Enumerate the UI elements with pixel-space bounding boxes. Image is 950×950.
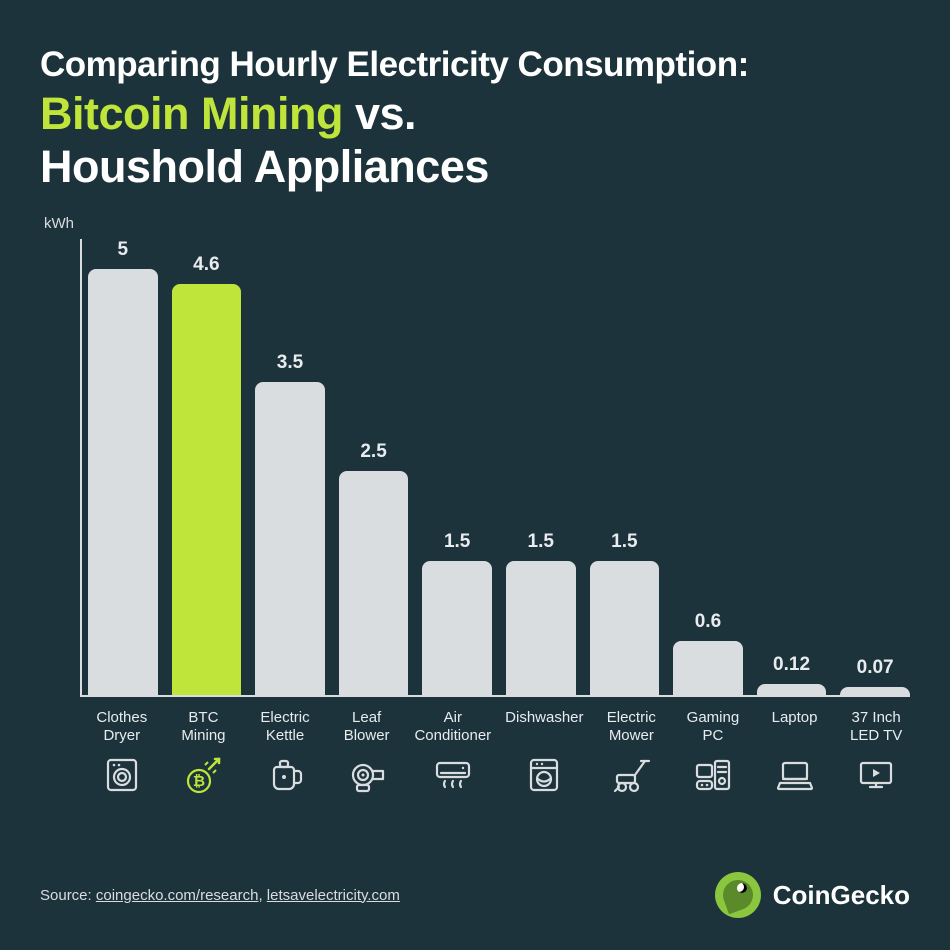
bar — [422, 561, 492, 695]
bar — [757, 684, 827, 695]
bar-value-label: 0.12 — [773, 654, 810, 676]
category-label: Electric Mower — [607, 709, 656, 747]
bar — [506, 561, 576, 695]
blower-icon — [345, 753, 389, 797]
title-vs: vs. — [343, 88, 416, 139]
bar — [673, 641, 743, 695]
bar-chart: kWh 54.63.52.51.51.51.50.60.120.07 Cloth… — [40, 219, 910, 819]
bar-column: 3.5 — [255, 239, 325, 695]
bar — [255, 382, 325, 695]
source-separator: , — [258, 887, 266, 904]
brand-name: CoinGecko — [773, 880, 910, 911]
category-label: Air Conditioner — [414, 709, 491, 747]
bar-value-label: 0.07 — [857, 657, 894, 679]
category-label: 37 Inch LED TV — [850, 709, 902, 747]
category-label: Laptop — [772, 709, 818, 747]
category-column: Electric Mower — [598, 703, 666, 819]
bar-value-label: 1.5 — [444, 531, 470, 553]
y-axis-unit: kWh — [44, 215, 74, 232]
source-attribution: Source: coingecko.com/research, letsavel… — [40, 887, 400, 904]
category-label: Dishwasher — [505, 709, 583, 747]
gamingpc-icon — [691, 753, 735, 797]
bar — [339, 471, 409, 695]
bar-column: 0.12 — [757, 239, 827, 695]
bar-value-label: 0.6 — [695, 611, 721, 633]
svg-text:₿: ₿ — [193, 773, 205, 790]
btc-icon: ₿ — [181, 753, 225, 797]
category-label: BTC Mining — [181, 709, 225, 747]
ac-icon — [431, 753, 475, 797]
category-column: Laptop — [761, 703, 829, 819]
chart-title: Comparing Hourly Electricity Consumption… — [40, 44, 910, 193]
bar-value-label: 5 — [118, 239, 129, 261]
bar — [840, 687, 910, 695]
bar-column: 5 — [88, 239, 158, 695]
bar-value-label: 1.5 — [611, 531, 637, 553]
dryer-icon — [100, 753, 144, 797]
bar-column: 0.6 — [673, 239, 743, 695]
category-column: Dishwasher — [505, 703, 583, 819]
kettle-icon — [263, 753, 307, 797]
title-line3: Houshold Appliances — [40, 141, 489, 192]
x-axis — [80, 695, 910, 697]
brand-logo-block: CoinGecko — [715, 872, 910, 918]
category-label: Gaming PC — [687, 709, 740, 747]
coingecko-icon — [715, 872, 761, 918]
source-link-1: coingecko.com/research — [96, 887, 259, 904]
bar-column: 1.5 — [506, 239, 576, 695]
category-column: Electric Kettle — [251, 703, 319, 819]
bar — [88, 269, 158, 695]
bar — [172, 284, 242, 695]
category-column: Gaming PC — [679, 703, 747, 819]
bar-value-label: 1.5 — [528, 531, 554, 553]
y-axis — [80, 239, 82, 697]
category-label: Leaf Blower — [344, 709, 390, 747]
category-column: Air Conditioner — [414, 703, 491, 819]
tv-icon — [854, 753, 898, 797]
category-column: 37 Inch LED TV — [842, 703, 910, 819]
mower-icon — [609, 753, 653, 797]
source-prefix: Source: — [40, 887, 96, 904]
bar-value-label: 2.5 — [360, 441, 386, 463]
title-line1: Comparing Hourly Electricity Consumption… — [40, 45, 749, 84]
category-column: BTC Mining ₿ — [170, 703, 238, 819]
bar-column: 4.6 — [172, 239, 242, 695]
laptop-icon — [773, 753, 817, 797]
bar — [590, 561, 660, 695]
category-column: Clothes Dryer — [88, 703, 156, 819]
bar-column: 2.5 — [339, 239, 409, 695]
category-label: Electric Kettle — [260, 709, 309, 747]
source-link-2: letsavelectricity.com — [267, 887, 400, 904]
bar-column: 1.5 — [422, 239, 492, 695]
bar-value-label: 3.5 — [277, 352, 303, 374]
title-accent: Bitcoin Mining — [40, 88, 343, 139]
bar-column: 1.5 — [590, 239, 660, 695]
bar-column: 0.07 — [840, 239, 910, 695]
dishwasher-icon — [522, 753, 566, 797]
category-column: Leaf Blower — [333, 703, 401, 819]
bar-value-label: 4.6 — [193, 254, 219, 276]
category-label: Clothes Dryer — [96, 709, 147, 747]
